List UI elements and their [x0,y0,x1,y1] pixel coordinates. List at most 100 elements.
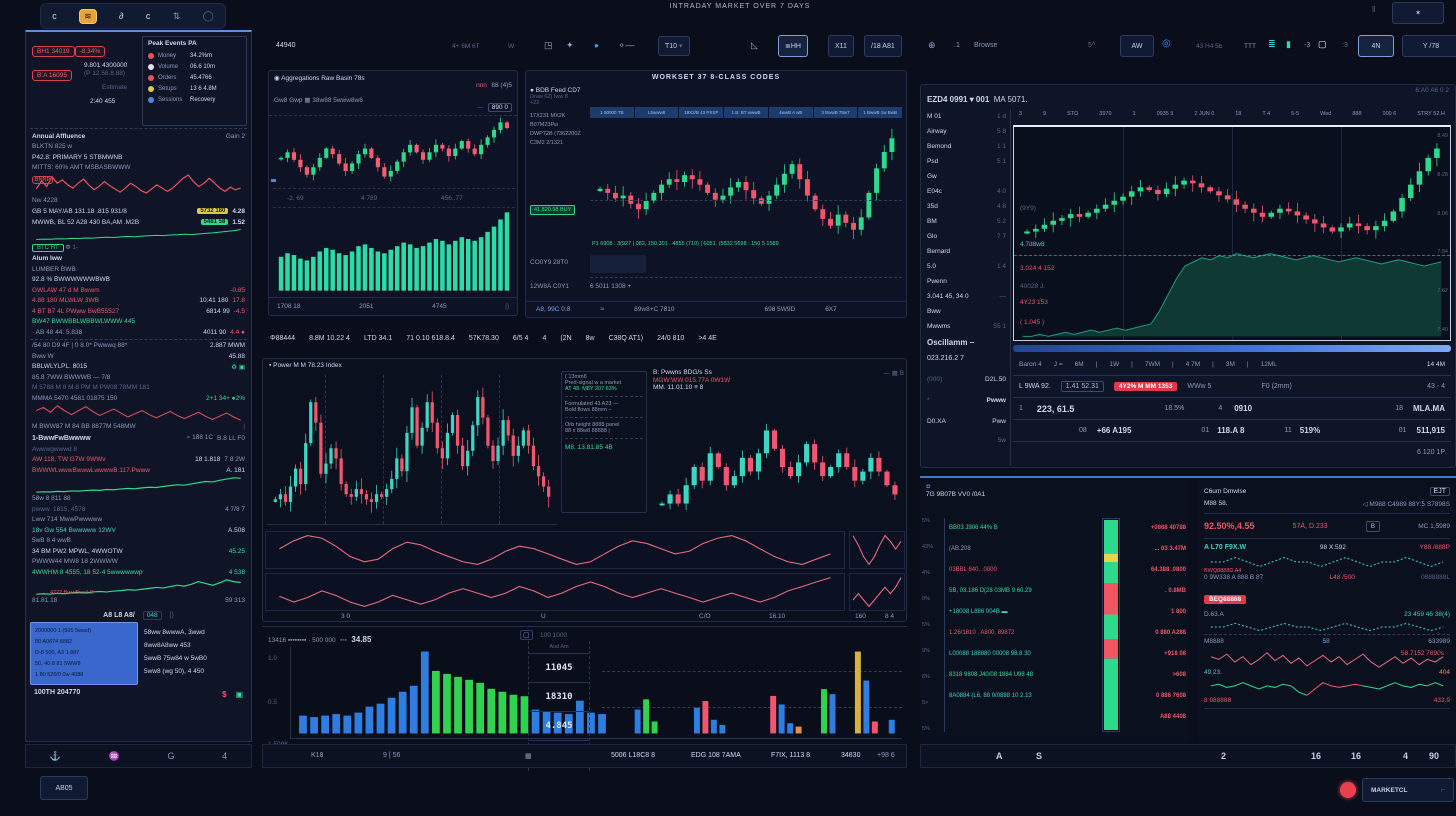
list-item[interactable]: LUMBER BWB [32,265,76,273]
ticker-pill[interactable]: B.A 16095 [32,70,72,81]
book-row[interactable]: BB03 J906 44% B [949,525,998,531]
list-item[interactable]: pwww. 1815, 4578 4 7/8 7 [32,505,245,513]
chart-tab[interactable]: 1 BwwB 1w BwB [858,107,903,118]
bars-icon[interactable]: ≣ [1268,39,1276,49]
right-plot[interactable]: (9Y9) 4.7d8w8 3.024 4 152 40028 J. 4Y23 … [1013,125,1451,341]
list-item[interactable]: AW 118, TW G7W 9WWv 18 1.818 7 8 2W [32,456,245,464]
detail-badge[interactable]: EJT [1429,486,1450,496]
mid-right-icons[interactable]: — ▦ B [883,370,904,377]
period-item[interactable]: 1W [1109,360,1120,368]
watch-row[interactable]: Pwenn [927,278,947,285]
chart-tab[interactable]: 1 50000 TB [590,107,634,118]
watch-row[interactable]: Psd 5 1 [927,158,1006,165]
footer-icon[interactable]: ♒ [108,750,120,761]
period-item[interactable]: 6M [1074,360,1084,368]
order-row-2[interactable]: 1 223, 61.5 18.5% 4 0910 18 MLA.MA [1013,397,1451,419]
interval-button[interactable]: 4N [1358,35,1394,57]
blue-dot-icon[interactable]: ● [594,41,599,50]
book-row[interactable]: 5B, 03.186 D(28 03MB 9 60.29 [949,588,1032,594]
bottom-mini-button[interactable]: 048 [142,611,162,620]
ab-button[interactable]: AB05 [40,776,88,800]
list-item[interactable]: · AB 48 44. 5.838 4011 90 4.4 ● [32,328,245,336]
strip2-right[interactable] [849,573,905,611]
record-indicator[interactable] [1340,782,1356,798]
list-item[interactable]: GWLAW 47 d M Bwwm -0.85 [32,286,245,294]
dollar-icon[interactable]: $ [222,689,227,699]
period-item[interactable]: | [1246,360,1249,368]
legend-item[interactable]: Setups 13 6 4.8M [148,83,241,94]
spike-block[interactable] [602,647,902,743]
list-item[interactable]: Lww 714 MwwPwwwww [32,516,103,524]
list-item[interactable]: 18v Gw 554 Bwwwww 12WV A.508 [32,526,245,534]
period-item[interactable]: | [1172,360,1174,368]
x11-button[interactable]: X11 [828,35,854,57]
btc-tag[interactable]: BTC HT [32,243,64,252]
grid-icon[interactable]: ▦ [525,753,532,760]
target-icon[interactable]: ◎ [1162,38,1171,49]
plus-one[interactable]: .1 [954,42,960,49]
legend-item[interactable]: Money 34.2%m [148,50,241,61]
period-item[interactable]: | [1212,360,1214,368]
watch-row[interactable]: Airway 5 8 [927,128,1006,135]
strip1[interactable] [265,531,845,569]
legend-item[interactable]: Sessions Recovery [148,94,241,105]
watch-row[interactable]: 3.041 45, 34 0— [927,293,1006,300]
ratio-button[interactable]: /18 A81 [864,35,902,57]
fraction-button[interactable]: Y /78 [1402,35,1456,57]
watch-row[interactable]: Glo 7 7 [927,233,1006,240]
main-plot[interactable]: P1 6908 . 3(927 | 082, 150 301 . 4855 (7… [590,119,902,249]
ticker-pill[interactable]: -8.34% [74,46,106,57]
chart-tab[interactable]: 1 B: BT wwwB [724,107,768,118]
watch-row[interactable]: E04c 4 0 [927,188,1006,195]
mini-volume[interactable] [273,207,515,295]
book-row[interactable]: 03BBL 640, .0000 [949,567,997,573]
sort-icon[interactable]: ⇅ [172,10,181,21]
period-item[interactable]: Baron 4 [1019,360,1042,368]
period-item[interactable]: | [1131,360,1133,368]
link-icon[interactable]: ∂ [118,11,124,21]
highlight-row[interactable]: GB 5 MAY/AB 131.18 .815 931/8 5732 180 4… [32,207,245,215]
book-row[interactable]: 1.26/1810 . A800. 89872 [949,630,1015,636]
list-item[interactable]: 92.8 % BWWWWWWBWB [32,276,110,284]
list-item[interactable]: BWWWLwwwBwwwLwwwwB.117.Pwww A. 181 [32,466,245,474]
chart-tab[interactable]: L5www8 [634,107,679,118]
footer-icon[interactable]: ⚓ [49,750,62,761]
watch-row[interactable]: Bww [927,308,941,315]
watch-row[interactable]: BM 5 2 [927,218,1006,225]
window-icon[interactable]: ◳ [544,40,553,50]
browse-label[interactable]: Browse [974,42,998,49]
book-row[interactable]: +18008 L886 004B ▬ [949,609,1008,615]
list-item[interactable]: P42.8: PRIMARY 5 STBMWNB [32,153,123,161]
mini-button[interactable]: 890 0 [487,103,512,112]
right-symbol[interactable]: EZD4 0991 ▾ 001 [927,95,990,104]
list-item[interactable]: 58w 8 811 88 [32,495,71,503]
watch-row[interactable]: M 01 1 d [927,113,1006,120]
period-item[interactable]: 4 7M [1185,360,1201,368]
list-item[interactable]: 4.88 180 MLWLW 3WB 10:41 180 17.8 [32,297,245,305]
market-button[interactable]: MARKETCL ⌐ [1362,778,1454,802]
chart-tab[interactable]: 4wwB A wB [768,107,813,118]
globe-icon[interactable]: ⊕ [928,40,936,50]
sparkle-icon[interactable]: ✦ [566,40,574,50]
footer-icon[interactable]: G [167,751,175,761]
order-row-3[interactable]: 08 +66 A195 01 118.A 8 11 519% 01 511,91… [1013,419,1451,441]
pattern-button[interactable]: AW [1120,35,1154,57]
period-item[interactable]: J = [1053,360,1063,368]
legend-item[interactable]: Volume 06.6 10m [148,61,241,72]
ticker-pill[interactable]: BH1 34019 [32,46,75,57]
mid-left-chart[interactable] [267,375,557,525]
watch-row[interactable]: Bemond 1 1 [927,143,1006,150]
period-item[interactable]: | [1095,360,1098,368]
strip2[interactable] [265,573,845,611]
legend-item[interactable]: Orders 45.4766 [148,72,241,83]
strip1-right[interactable] [849,531,905,569]
list-item[interactable]: 4 BT B7 4L PWww BwB55527 6814 99 -4.5 [32,307,245,315]
chart-scrollbar[interactable] [1013,345,1451,352]
entry-price-tag[interactable]: 41,820.98 BUY [530,205,576,215]
chart-tab[interactable]: 18X2/B 43 PXXP [679,107,724,118]
watch-row[interactable]: 5.0 1 4 [927,263,1006,270]
bb-box-icon[interactable]: ▢ [520,630,533,640]
list-item[interactable]: Alum Iww [32,255,62,263]
watch-row[interactable]: 35d 4 8 [927,203,1006,210]
list-item[interactable]: 34 BM PW2 MPWL, 4WWOTW 45.25 [32,547,245,555]
